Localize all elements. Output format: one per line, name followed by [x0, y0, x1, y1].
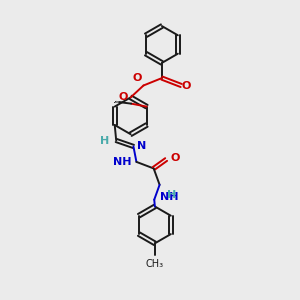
Text: H: H [167, 190, 176, 200]
Text: O: O [182, 80, 191, 91]
Text: N: N [137, 140, 146, 151]
Text: methoxy: methoxy [114, 101, 120, 103]
Text: methoxy: methoxy [115, 100, 122, 102]
Text: NH: NH [160, 192, 178, 202]
Text: O: O [133, 73, 142, 83]
Text: O: O [171, 153, 180, 163]
Text: CH₃: CH₃ [146, 259, 164, 269]
Text: O: O [118, 92, 128, 102]
Text: NH: NH [112, 157, 131, 167]
Text: H: H [100, 136, 109, 146]
